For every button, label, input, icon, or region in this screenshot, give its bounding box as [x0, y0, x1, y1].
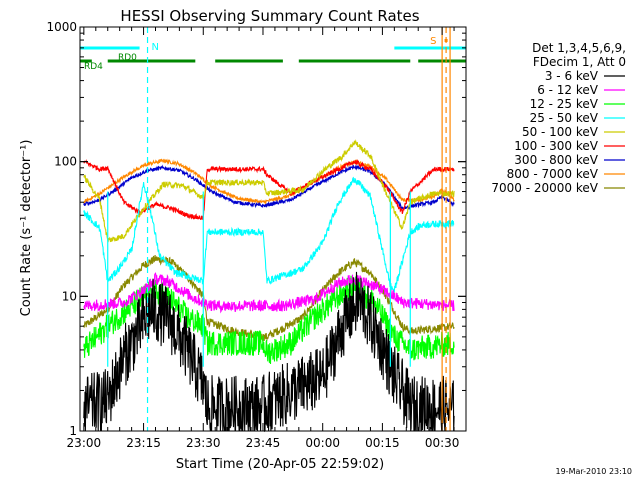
legend-label: 800 - 7000 keV: [507, 167, 599, 181]
footer-date: 19-Mar-2010 23:10: [556, 467, 633, 476]
x-tick-label: 23:30: [186, 436, 221, 450]
series-line: [83, 158, 455, 205]
plot-area: [83, 139, 455, 433]
x-tick-label: 00:00: [305, 436, 340, 450]
rd0-label: RD0: [118, 53, 137, 63]
legend-label: 7000 - 20000 keV: [491, 181, 598, 195]
y-tick-label: 1000: [46, 20, 77, 34]
x-tick-label: 23:15: [126, 436, 161, 450]
annotation-layer: RD0 RD4 N S: [80, 27, 466, 431]
legend-label: 3 - 6 keV: [545, 69, 599, 83]
legend-label: 25 - 50 keV: [530, 111, 599, 125]
series-line: [83, 159, 455, 221]
legend-header-line: Det 1,3,4,5,6,9,: [532, 41, 626, 55]
legend-label: 100 - 300 keV: [514, 139, 598, 153]
series-line: [83, 255, 455, 342]
series-line: [83, 271, 455, 433]
legend: Det 1,3,4,5,6,9, FDecim 1, Att 0 3 - 6 k…: [491, 41, 626, 195]
legend-label: 12 - 25 keV: [530, 97, 599, 111]
axes: 1 10 100 1000 23:00 23:15 23:30 23:45 00:00 00:15…: [46, 20, 467, 450]
x-axis-label: Start Time (20-Apr-05 22:59:02): [176, 457, 384, 472]
legend-label: 6 - 12 keV: [537, 83, 599, 97]
s-label: S: [430, 36, 436, 47]
series-line: [83, 272, 455, 314]
series-line: [83, 139, 455, 243]
chart-title: HESSI Observing Summary Count Rates: [120, 7, 419, 25]
x-tick-label: 00:15: [365, 436, 400, 450]
x-tick-label: 23:00: [67, 436, 102, 450]
y-tick-label: 1: [69, 424, 77, 438]
plot-frame: [79, 26, 467, 432]
x-tick-label: 00:30: [425, 436, 460, 450]
series-line: [83, 176, 455, 293]
legend-label: 300 - 800 keV: [514, 153, 598, 167]
y-tick-label: 10: [62, 289, 77, 303]
y-tick-label: 100: [54, 155, 77, 169]
s-marker-dot: [444, 39, 448, 42]
rd4-label: RD4: [84, 62, 103, 72]
y-axis-label: Count Rate (s⁻¹ detector⁻¹): [19, 140, 34, 317]
legend-header-line: FDecim 1, Att 0: [533, 55, 626, 69]
x-tick-label: 23:45: [246, 436, 281, 450]
n-label: N: [152, 42, 159, 53]
legend-label: 50 - 100 keV: [522, 125, 599, 139]
